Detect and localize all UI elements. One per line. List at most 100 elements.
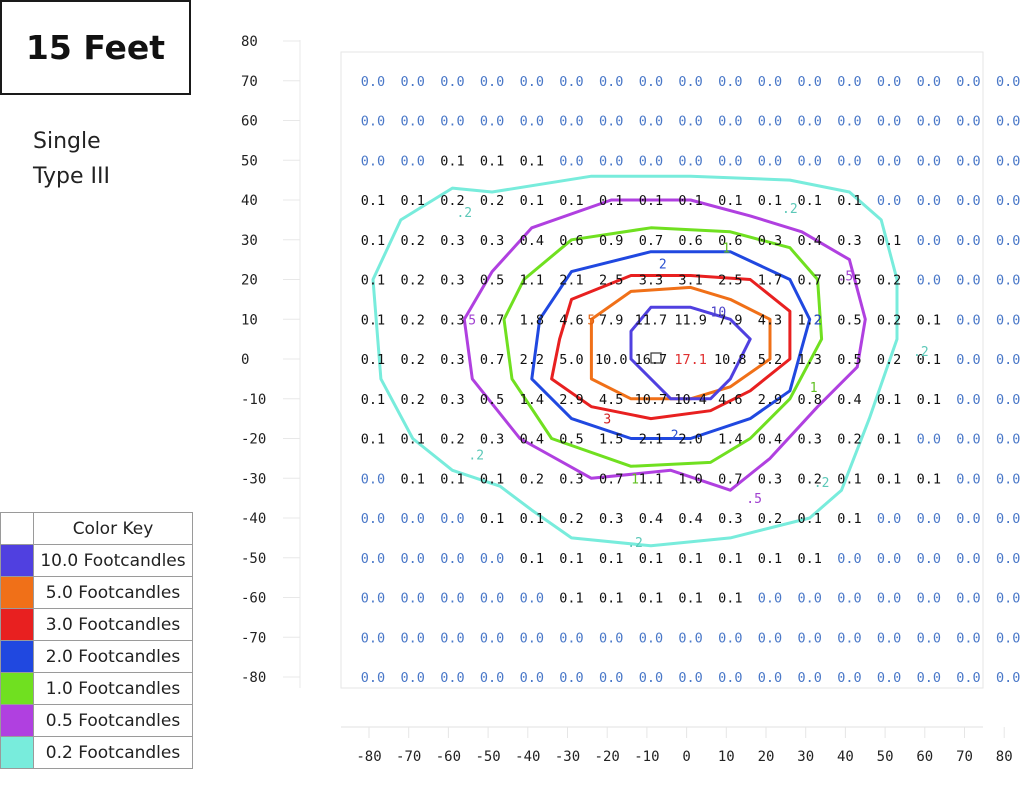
footcandle-value: 0.0 bbox=[996, 591, 1020, 607]
footcandle-value: 5.0 bbox=[559, 352, 583, 368]
footcandle-value: 0.0 bbox=[837, 114, 861, 130]
footcandle-value: 0.0 bbox=[956, 233, 980, 249]
footcandle-value: 0.0 bbox=[996, 74, 1020, 90]
footcandle-value: 0.2 bbox=[758, 511, 782, 527]
contour-5-0-fc bbox=[589, 285, 772, 401]
y-tick-label: 80 bbox=[241, 34, 258, 50]
x-tick-label: -20 bbox=[595, 749, 620, 765]
footcandle-value: 0.0 bbox=[520, 74, 544, 90]
footcandle-value: 0.2 bbox=[559, 511, 583, 527]
footcandle-value: 0.0 bbox=[361, 74, 385, 90]
y-tick-label: 0 bbox=[241, 352, 249, 368]
footcandle-value: 0.0 bbox=[837, 153, 861, 169]
footcandle-value: 0.4 bbox=[520, 233, 544, 249]
footcandle-value: 0.0 bbox=[956, 670, 980, 686]
footcandle-value: 0.0 bbox=[956, 511, 980, 527]
footcandle-value: 0.7 bbox=[599, 471, 623, 487]
contour-labels: .2 .2 .2 .2 .2 .2 .5 .5 .5 1 1 1 2 2 2 3 5 10 bbox=[456, 202, 928, 551]
footcandle-value: 0.1 bbox=[599, 193, 623, 209]
footcandle-value: 0.0 bbox=[401, 551, 425, 567]
footcandle-value: 0.4 bbox=[798, 233, 822, 249]
y-tick-label: 20 bbox=[241, 273, 258, 289]
footcandle-value: 0.0 bbox=[996, 471, 1020, 487]
contour-3-0-fc bbox=[550, 274, 792, 421]
color-key-label: 0.2 Footcandles bbox=[33, 736, 193, 769]
y-tick-label: 10 bbox=[241, 312, 258, 328]
footcandle-value: 0.0 bbox=[480, 670, 504, 686]
footcandle-value: 0.5 bbox=[480, 392, 504, 408]
contour-label: .2 bbox=[627, 536, 643, 551]
x-axis-labels: -80 -70 -60 -50 -40 -30 -20 -10 0 10 20 30 40 50 60 70 8… bbox=[356, 727, 1013, 765]
footcandle-value: 0.0 bbox=[401, 511, 425, 527]
footcandle-value: 7.9 bbox=[599, 312, 623, 328]
footcandle-value: 0.0 bbox=[440, 591, 464, 607]
footcandle-value: 0.2 bbox=[877, 312, 901, 328]
footcandle-value: 0.0 bbox=[480, 591, 504, 607]
footcandle-value: 0.2 bbox=[401, 392, 425, 408]
footcandle-value: 0.0 bbox=[520, 630, 544, 646]
footcandle-value: 0.3 bbox=[758, 471, 782, 487]
footcandle-value: 0.4 bbox=[837, 392, 861, 408]
footcandle-value: 0.0 bbox=[956, 432, 980, 448]
footcandle-value: 0.1 bbox=[480, 511, 504, 527]
footcandle-value: 0.5 bbox=[480, 273, 504, 289]
footcandle-value: 0.1 bbox=[401, 432, 425, 448]
footcandle-value: 0.3 bbox=[440, 312, 464, 328]
footcandle-value: 0.1 bbox=[520, 153, 544, 169]
footcandle-value: 0.0 bbox=[559, 114, 583, 130]
contour-label: 5 bbox=[587, 313, 595, 328]
footcandle-value: 0.0 bbox=[639, 74, 663, 90]
footcandle-value: 0.1 bbox=[520, 193, 544, 209]
footcandle-value: 0.1 bbox=[718, 591, 742, 607]
contour-0-5-fc bbox=[462, 198, 867, 492]
footcandle-value: 0.0 bbox=[361, 114, 385, 130]
footcandle-value: 0.5 bbox=[559, 432, 583, 448]
footcandle-value: 0.0 bbox=[917, 233, 941, 249]
footcandle-value: 0.2 bbox=[877, 273, 901, 289]
y-tick-label: -10 bbox=[241, 392, 266, 408]
footcandle-value: 0.1 bbox=[798, 193, 822, 209]
footcandle-value: 0.1 bbox=[559, 551, 583, 567]
footcandle-value: 0.3 bbox=[440, 273, 464, 289]
footcandle-value: 0.9 bbox=[599, 233, 623, 249]
footcandle-value: 0.3 bbox=[718, 511, 742, 527]
contour-0-2-fc bbox=[371, 174, 899, 548]
x-tick-label: -40 bbox=[515, 749, 540, 765]
footcandle-value: 0.0 bbox=[361, 670, 385, 686]
footcandle-value: 5.2 bbox=[758, 352, 782, 368]
footcandle-value: 0.1 bbox=[877, 392, 901, 408]
x-tick-label: 20 bbox=[758, 749, 775, 765]
footcandle-value: 0.0 bbox=[917, 114, 941, 130]
footcandle-value: 0.2 bbox=[440, 432, 464, 448]
y-tick-label: 40 bbox=[241, 193, 258, 209]
x-tick-label: 10 bbox=[718, 749, 735, 765]
footcandle-value: 0.0 bbox=[520, 114, 544, 130]
footcandle-value: 0.0 bbox=[599, 153, 623, 169]
footcandle-value: 0.1 bbox=[401, 471, 425, 487]
x-tick-label: 30 bbox=[797, 749, 814, 765]
contour-label: .2 bbox=[913, 345, 929, 360]
footcandle-value: 0.2 bbox=[401, 273, 425, 289]
footcandle-value: 0.0 bbox=[440, 670, 464, 686]
footcandle-value: 0.0 bbox=[956, 74, 980, 90]
contour-label: 2 bbox=[814, 313, 822, 328]
footcandle-value: 0.2 bbox=[440, 193, 464, 209]
footcandle-value: 0.0 bbox=[917, 273, 941, 289]
footcandle-value: 0.4 bbox=[758, 432, 782, 448]
footcandle-value: 0.1 bbox=[917, 392, 941, 408]
footcandle-value: 0.0 bbox=[917, 74, 941, 90]
footcandle-value: 0.1 bbox=[678, 591, 702, 607]
footcandle-value: 0.1 bbox=[718, 551, 742, 567]
footcandle-value: 0.0 bbox=[639, 630, 663, 646]
x-tick-label: 70 bbox=[956, 749, 973, 765]
footcandle-value: 0.1 bbox=[361, 392, 385, 408]
footcandle-value: 0.0 bbox=[440, 114, 464, 130]
footcandle-value: 2.1 bbox=[559, 273, 583, 289]
footcandle-value: 0.3 bbox=[599, 511, 623, 527]
footcandle-value: 0.6 bbox=[559, 233, 583, 249]
footcandle-value: 0.0 bbox=[401, 591, 425, 607]
footcandle-value: 0.0 bbox=[678, 114, 702, 130]
footcandle-value: 0.0 bbox=[837, 74, 861, 90]
x-tick-label: 40 bbox=[837, 749, 854, 765]
